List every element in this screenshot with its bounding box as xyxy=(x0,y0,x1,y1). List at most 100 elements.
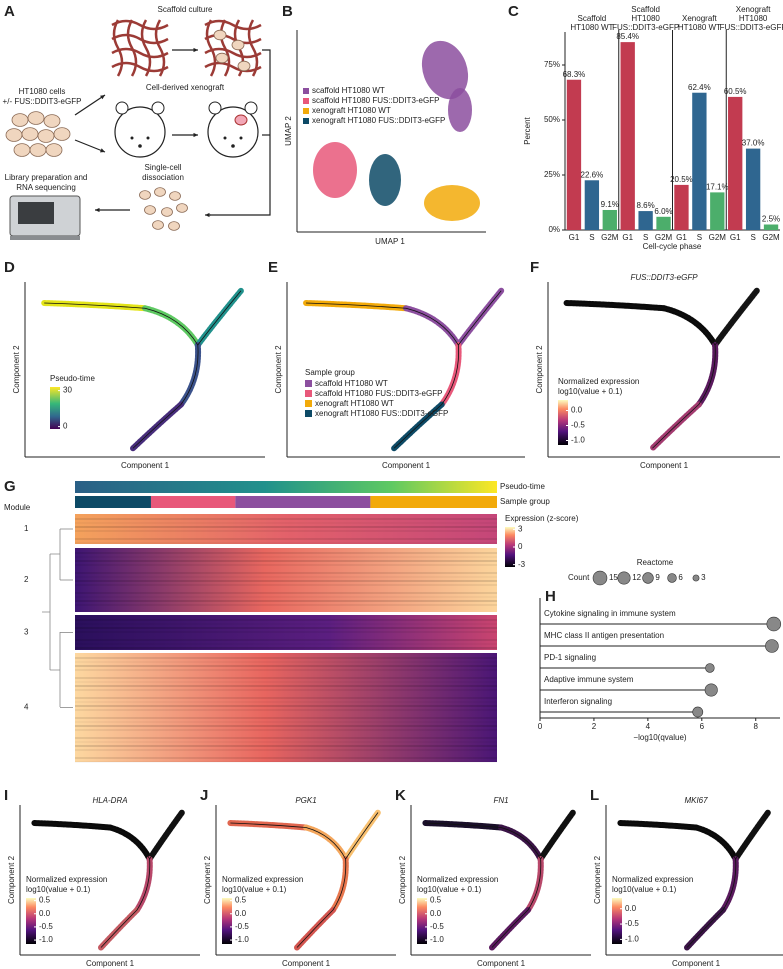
x-axis-label: Component 1 xyxy=(282,959,331,968)
scaffold-fiber xyxy=(140,19,152,77)
x-tick-label: G1 xyxy=(622,233,633,242)
arrow-head xyxy=(205,212,210,218)
y-tick-label: 50% xyxy=(544,115,560,124)
size-legend-dot xyxy=(617,571,631,585)
y-axis-label: Component 2 xyxy=(203,855,212,904)
cell-cloud xyxy=(693,824,739,862)
legend-label: scaffold HT1080 WT xyxy=(312,86,385,95)
legend-label: xenograft HT1080 FUS::DDIT3-eGFP xyxy=(315,409,448,418)
colorbar-tick-label: -1.0 xyxy=(571,436,585,445)
value-label: 20.5% xyxy=(670,175,693,184)
heatmap-stripe xyxy=(75,639,497,641)
trajectory-line xyxy=(44,302,146,309)
sequencer-icon xyxy=(10,236,80,240)
value-label: 62.4% xyxy=(688,83,711,92)
x-tick-label: 4 xyxy=(646,722,651,731)
heatmap-stripe xyxy=(75,556,497,558)
arrow-head xyxy=(100,95,105,100)
legend-title: log10(value + 0.1) xyxy=(26,885,91,894)
cell-icon xyxy=(45,143,63,157)
colorbar-tick-label: 0.5 xyxy=(39,896,51,905)
panel-title: PGK1 xyxy=(295,796,316,805)
colorbar-tick-label: 30 xyxy=(63,386,72,395)
legend-title: Expression (z-score) xyxy=(505,514,579,523)
tumor-icon xyxy=(234,114,248,126)
facet-title: HT1080 xyxy=(631,14,660,23)
legend-title: log10(value + 0.1) xyxy=(558,387,623,396)
legend-swatch xyxy=(303,88,309,94)
legend-swatch xyxy=(305,390,312,397)
schematic-label: Single-cell xyxy=(145,163,182,172)
colorbar-tick-label: -1.0 xyxy=(39,935,53,944)
scaffold-fiber xyxy=(204,33,262,45)
trajectory-line xyxy=(441,344,460,405)
cell-icon xyxy=(21,127,39,141)
legend-title: Pseudo-time xyxy=(50,374,95,383)
heatmap-stripe xyxy=(75,657,497,659)
mouse-icon xyxy=(151,101,165,115)
trajectory-line xyxy=(144,307,199,346)
heatmap-stripe xyxy=(75,526,497,528)
scaffold-fiber xyxy=(154,19,166,77)
heatmap-stripe xyxy=(75,681,497,683)
legend-label: scaffold HT1080 FUS::DDIT3-eGFP xyxy=(312,96,439,105)
legend-title: log10(value + 0.1) xyxy=(417,885,482,894)
x-tick-label: G1 xyxy=(676,233,687,242)
colorbar-tick-label: -0.5 xyxy=(625,919,639,928)
heatmap-stripe xyxy=(75,757,497,759)
bar xyxy=(620,42,635,231)
value-label: 8.6% xyxy=(637,201,655,210)
cell-icon xyxy=(152,220,164,230)
flow-line xyxy=(210,49,271,216)
value-label: 9.1% xyxy=(601,200,619,209)
heatmap-stripe xyxy=(75,530,497,532)
y-tick-label: 0% xyxy=(548,225,560,234)
scaffold-fiber xyxy=(126,19,138,77)
heatmap-stripe xyxy=(75,623,497,625)
module-label: 1 xyxy=(24,524,29,533)
value-label: 85.4% xyxy=(616,32,639,41)
trajectory-line xyxy=(136,858,151,911)
legend-label: scaffold HT1080 WT xyxy=(315,379,388,388)
y-axis-label: Component 2 xyxy=(274,345,283,394)
cluster xyxy=(369,154,401,206)
heatmap-stripe xyxy=(75,627,497,629)
heatmap-block xyxy=(75,653,497,762)
mouse-icon xyxy=(223,136,227,140)
colorbar-tick-label: -0.5 xyxy=(235,922,249,931)
trajectory-line xyxy=(540,812,574,860)
mouse-icon xyxy=(114,106,166,158)
heatmap-stripe xyxy=(75,697,497,699)
heatmap-stripe xyxy=(75,689,497,691)
legend-label: scaffold HT1080 FUS::DDIT3-eGFP xyxy=(315,389,442,398)
colorbar-tick-label: -0.5 xyxy=(39,922,53,931)
panel-label: H xyxy=(545,588,556,605)
heatmap-stripe xyxy=(75,564,497,566)
panel-label: G xyxy=(4,478,16,495)
colorbar-tick-label: 0.0 xyxy=(571,406,583,415)
dendrogram xyxy=(42,529,61,707)
category-label: PD-1 signaling xyxy=(544,653,596,662)
y-axis-label: Percent xyxy=(523,116,532,144)
heatmap-stripe xyxy=(75,669,497,671)
colorbar-tick-label: -1.0 xyxy=(430,935,444,944)
colorbar-tick-label: 0 xyxy=(63,422,68,431)
mouse-icon xyxy=(115,101,129,115)
x-tick-label: G1 xyxy=(569,233,580,242)
legend-swatch xyxy=(303,98,309,104)
bar xyxy=(763,224,779,230)
trajectory-line xyxy=(230,822,307,828)
legend-label: xenograft HT1080 WT xyxy=(312,106,391,115)
cell-cloud xyxy=(661,305,719,348)
trajectory-line xyxy=(405,307,459,346)
trajectory-line xyxy=(714,290,758,346)
cell-icon xyxy=(29,143,47,157)
trajectory-line xyxy=(620,822,697,828)
panel-label: B xyxy=(282,3,293,20)
heatmap-stripe xyxy=(75,600,497,602)
heatmap-stripe xyxy=(75,721,497,723)
y-axis-label: Component 2 xyxy=(7,855,16,904)
scaffold-fiber xyxy=(111,47,169,59)
colorbar xyxy=(417,898,427,944)
arrow-head xyxy=(100,148,105,153)
